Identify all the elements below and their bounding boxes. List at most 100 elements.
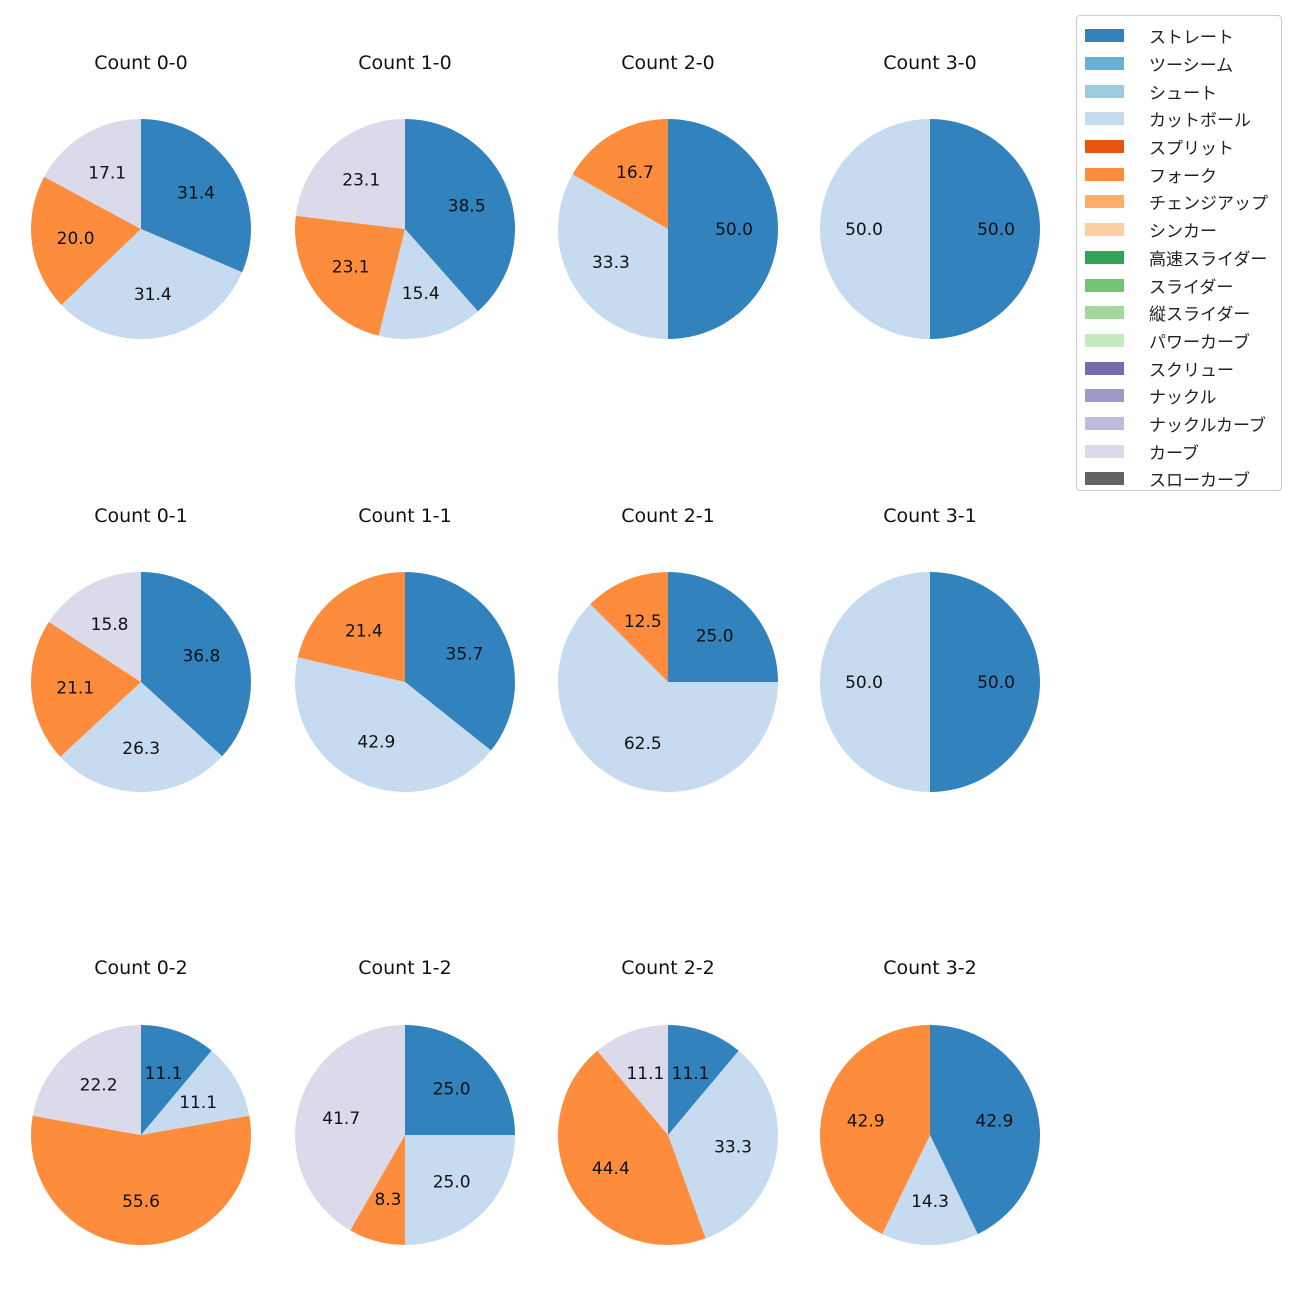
slice-label: 21.1	[56, 679, 94, 699]
pie-slice	[141, 1050, 250, 1135]
pie-slice	[295, 1025, 405, 1231]
slice-label: 33.3	[714, 1137, 752, 1157]
pie: Count 2-0 50.0 33.3 16.7	[557, 52, 778, 339]
pie-slice	[141, 1025, 212, 1135]
legend-item: スクリュー	[1077, 354, 1281, 382]
pie-slice	[668, 572, 778, 682]
legend-item: シュート	[1077, 77, 1281, 105]
pie-slice	[557, 174, 668, 339]
pie: Count 0-2 11.1 11.1 55.6 22.2	[31, 957, 252, 1245]
pie-title: Count 2-2	[621, 957, 715, 979]
legend-label: チェンジアップ	[1149, 194, 1268, 215]
pie-slice	[930, 1025, 1040, 1235]
slice-label: 25.0	[696, 626, 734, 646]
slice-label: 15.8	[91, 615, 129, 635]
pie: Count 3-1 50.0 50.0	[820, 505, 1040, 792]
slice-label: 55.6	[122, 1192, 160, 1212]
slice-label: 50.0	[845, 220, 883, 240]
legend-label: ナックル	[1149, 388, 1217, 409]
legend-item: カットボール	[1077, 105, 1281, 133]
pie-title: Count 2-0	[621, 52, 715, 74]
slice-label: 12.5	[624, 612, 662, 632]
pie-slice	[558, 604, 778, 793]
legend-item: ツーシーム	[1077, 50, 1281, 78]
slice-label: 44.4	[592, 1159, 630, 1179]
slice-label: 16.7	[616, 163, 654, 183]
slice-label: 26.3	[122, 739, 160, 759]
legend-swatch	[1085, 112, 1124, 126]
legend-swatch	[1085, 250, 1124, 264]
pie-slice	[32, 1025, 141, 1135]
pie-slice	[295, 119, 405, 229]
slice-label: 14.3	[911, 1192, 949, 1212]
pie: Count 3-2 42.9 14.3 42.9	[820, 957, 1040, 1245]
legend-swatch	[1085, 361, 1124, 375]
pie-slice	[597, 1025, 668, 1135]
slice-label: 33.3	[592, 253, 630, 273]
legend-label: ツーシーム	[1149, 56, 1234, 77]
legend-item: チェンジアップ	[1077, 188, 1281, 216]
legend-label: シンカー	[1149, 222, 1217, 243]
legend-swatch	[1085, 306, 1124, 320]
pie-slice	[405, 572, 515, 751]
legend-item: 縦スライダー	[1077, 299, 1281, 327]
legend-label: ストレート	[1149, 28, 1234, 49]
legend-label: シュート	[1149, 83, 1217, 104]
pie-slice	[295, 215, 405, 336]
pie-slice	[405, 1135, 515, 1245]
legend-swatch	[1085, 472, 1124, 486]
pie-slice	[405, 119, 515, 312]
slice-label: 8.3	[374, 1190, 401, 1210]
pie-slice	[668, 1050, 778, 1239]
pie-slice	[141, 572, 251, 757]
slice-label: 17.1	[88, 163, 126, 183]
pie: Count 1-2 25.0 25.0 8.3 41.7	[295, 957, 515, 1245]
slice-label: 25.0	[433, 1079, 471, 1099]
pie-slice	[294, 657, 492, 793]
pie-slice	[378, 229, 478, 339]
legend-swatch	[1085, 84, 1124, 98]
legend-swatch	[1085, 57, 1124, 71]
pie-slice	[668, 1025, 739, 1135]
legend-swatch	[1085, 416, 1124, 430]
legend-item: ナックルカーブ	[1077, 410, 1281, 438]
legend-swatch	[1085, 389, 1124, 403]
legend-label: ナックルカーブ	[1149, 415, 1266, 436]
slice-label: 42.9	[357, 732, 395, 752]
slice-label: 21.4	[345, 621, 383, 641]
legend-label: パワーカーブ	[1149, 332, 1250, 353]
pie-slice	[820, 572, 930, 792]
pie-slice	[31, 621, 141, 757]
pie-title: Count 3-2	[883, 957, 977, 979]
slice-label: 25.0	[433, 1173, 471, 1193]
slice-label: 23.1	[332, 257, 370, 277]
pie: Count 3-0 50.0 50.0	[820, 52, 1040, 339]
slice-label: 62.5	[624, 734, 662, 754]
legend: ストレート ツーシーム シュート カットボール スプリット フォーク チェンジアップ シンカー…	[1076, 15, 1282, 491]
legend-label: スローカーブ	[1149, 471, 1250, 492]
pie-slice	[60, 682, 223, 792]
slice-label: 42.9	[975, 1111, 1013, 1131]
legend-item: フォーク	[1077, 160, 1281, 188]
legend-item: ストレート	[1077, 22, 1281, 50]
pie-slice	[48, 572, 141, 682]
pie-title: Count 1-0	[358, 52, 452, 74]
pie-title: Count 1-1	[358, 505, 452, 527]
legend-item: シンカー	[1077, 216, 1281, 244]
legend-swatch	[1085, 444, 1124, 458]
pie-slice	[44, 119, 142, 229]
pie-title: Count 3-0	[883, 52, 977, 74]
slice-label: 23.1	[342, 171, 380, 191]
slice-label: 22.2	[80, 1075, 118, 1095]
slice-label: 11.1	[179, 1093, 217, 1113]
pie-slice	[930, 119, 1040, 339]
legend-label: カーブ	[1149, 443, 1199, 464]
slice-label: 36.8	[182, 646, 220, 666]
pie-slice	[297, 572, 405, 682]
legend-label: スライダー	[1149, 277, 1234, 298]
pie-slice	[61, 229, 243, 339]
legend-label: 高速スライダー	[1149, 249, 1268, 270]
pie-title: Count 3-1	[883, 505, 977, 527]
